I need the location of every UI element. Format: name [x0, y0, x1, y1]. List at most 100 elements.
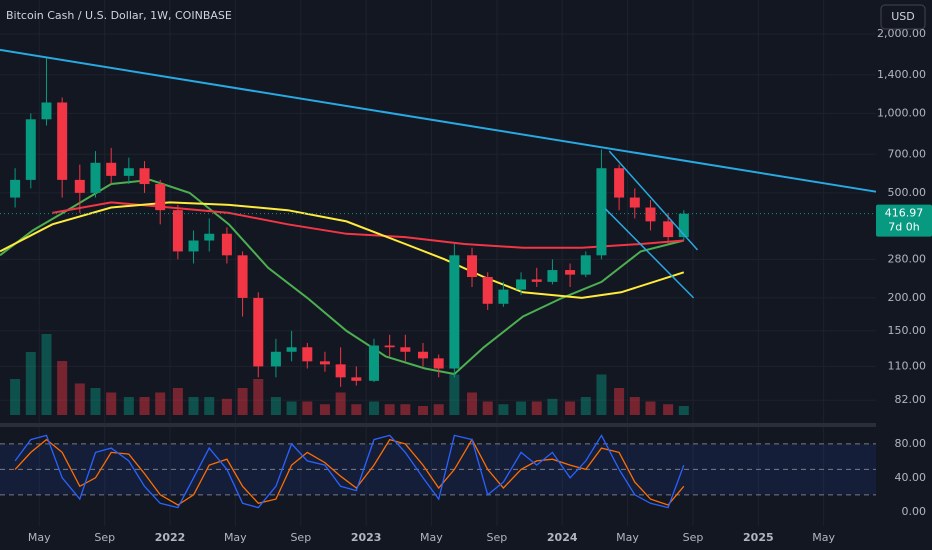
- currency-button[interactable]: [880, 4, 926, 30]
- candle-body: [139, 168, 150, 185]
- volume-bar: [400, 404, 411, 415]
- chart-title: Bitcoin Cash / U.S. Dollar, 1W, COINBASE: [6, 9, 232, 22]
- candle-body: [565, 270, 576, 275]
- x-tick-label: 2022: [155, 531, 186, 544]
- volume-bar: [482, 401, 493, 415]
- candle-body: [629, 197, 640, 208]
- y-tick-label: 82.00: [895, 393, 927, 406]
- candle-body: [580, 255, 591, 275]
- x-tick-label: May: [224, 531, 247, 544]
- candle-body: [449, 255, 460, 369]
- volume-bar: [384, 404, 395, 415]
- volume-bar: [663, 404, 674, 415]
- volume-bar: [629, 397, 640, 415]
- candle-body: [25, 119, 36, 180]
- candle-body: [253, 297, 264, 367]
- volume-bar: [580, 397, 591, 415]
- candle-body: [106, 162, 117, 176]
- y-tick-label: 2,000.00: [877, 27, 926, 40]
- oscillator-line: [14, 438, 685, 506]
- candle-body: [172, 210, 183, 252]
- y-tick-label: 1,400.00: [877, 68, 926, 81]
- volume-bar: [57, 361, 68, 415]
- oscillator-tick-label: 80.00: [895, 437, 927, 450]
- candle-body: [221, 233, 232, 256]
- x-tick-label: May: [812, 531, 835, 544]
- oscillator-line: [14, 434, 685, 509]
- trendline: [604, 208, 695, 299]
- x-tick-label: 2025: [743, 531, 774, 544]
- x-tick-label: Sep: [487, 531, 508, 544]
- candle-body: [498, 289, 509, 304]
- candle-body: [663, 221, 674, 238]
- volume-bar: [270, 397, 281, 415]
- candle-body: [417, 351, 428, 359]
- volume-bar: [516, 401, 527, 415]
- volume-bar: [302, 401, 313, 415]
- volume-bar: [596, 374, 607, 415]
- candle-body: [41, 102, 52, 120]
- candle-body: [335, 364, 346, 378]
- currency[interactable]: USD: [891, 10, 915, 23]
- oscillator-tick-label: 0.00: [902, 505, 927, 518]
- candle-body: [351, 377, 362, 381]
- trendline: [608, 150, 699, 251]
- candle-body: [384, 345, 395, 348]
- candle-body: [302, 347, 313, 362]
- plot: [0, 48, 877, 509]
- volume-bar: [155, 392, 166, 415]
- volume-bar: [90, 388, 101, 415]
- axis-background: [876, 0, 932, 550]
- candle-body: [531, 279, 542, 282]
- volume-bar: [417, 406, 428, 415]
- candle-body: [467, 255, 478, 277]
- candle-body: [204, 233, 215, 241]
- countdown-label: 7d 0h: [888, 221, 919, 234]
- candle-body: [188, 240, 199, 252]
- volume-bar: [531, 401, 542, 415]
- moving-average: [0, 201, 685, 299]
- y-tick-label: 700.00: [888, 147, 927, 160]
- last-price-label: 416.97: [885, 207, 924, 220]
- candle-body: [10, 179, 21, 198]
- candle-body: [400, 347, 411, 352]
- axis-background: [0, 526, 932, 550]
- candle-body: [645, 207, 656, 222]
- candle-body: [516, 279, 527, 290]
- volume-bar: [319, 404, 330, 415]
- volume-bar: [498, 404, 509, 415]
- candle-body: [155, 184, 166, 211]
- volume-bar: [188, 397, 199, 415]
- volume-bar: [467, 392, 478, 415]
- candle-body: [74, 179, 85, 193]
- last-price-tag: [876, 204, 932, 237]
- x-tick-label: May: [420, 531, 443, 544]
- volume-bar: [335, 392, 346, 415]
- volume-bar: [106, 392, 117, 415]
- volume-bar: [204, 397, 215, 415]
- y-tick-label: 200.00: [888, 291, 927, 304]
- candle-body: [482, 276, 493, 304]
- x-tick-label: 2024: [547, 531, 578, 544]
- y-tick-label: 1,000.00: [877, 106, 926, 119]
- candle-body: [270, 351, 281, 367]
- candle-body: [319, 361, 330, 365]
- volume-bar: [123, 397, 134, 415]
- y-tick-label: 500.00: [888, 186, 927, 199]
- volume-bar: [449, 374, 460, 415]
- x-tick-label: May: [28, 531, 51, 544]
- x-tick-label: 2023: [351, 531, 382, 544]
- candle-body: [123, 168, 134, 176]
- x-tick-label: Sep: [94, 531, 115, 544]
- volume-bar: [678, 406, 689, 415]
- candle-body: [286, 347, 297, 352]
- volume-bar: [368, 401, 379, 415]
- candle-body: [237, 255, 248, 298]
- candle-body: [57, 102, 68, 180]
- volume-bar: [237, 388, 248, 415]
- candle-body: [596, 168, 607, 256]
- volume-bar: [253, 379, 264, 415]
